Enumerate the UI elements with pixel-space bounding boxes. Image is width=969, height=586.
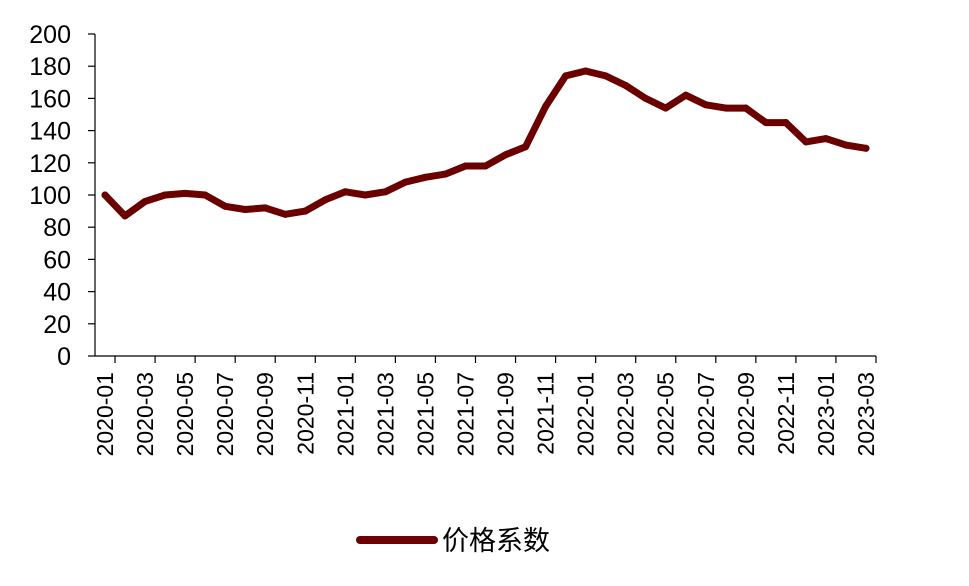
y-tick-label: 160: [29, 85, 71, 113]
data-point: [662, 104, 670, 112]
y-tick-label: 120: [29, 150, 71, 178]
data-point: [722, 104, 730, 112]
y-tick-label: 100: [29, 182, 71, 210]
plot-area: [101, 67, 870, 220]
data-point: [522, 143, 530, 151]
data-point: [802, 138, 810, 146]
y-tick-label: 0: [57, 343, 71, 371]
data-point: [782, 119, 790, 127]
x-tick-label: 2023-01: [813, 372, 839, 456]
y-tick-label: 200: [29, 21, 71, 49]
x-tick-label: 2020-03: [132, 372, 158, 456]
data-point: [822, 135, 830, 143]
data-point: [301, 207, 309, 215]
x-tick-label: 2022-11: [773, 372, 799, 455]
data-point: [161, 191, 169, 199]
data-point: [361, 191, 369, 199]
data-point: [862, 144, 870, 152]
legend-label: 价格系数: [442, 526, 550, 557]
y-tick-label: 140: [29, 118, 71, 146]
x-tick-label: 2020-07: [212, 372, 238, 456]
data-point: [441, 170, 449, 178]
x-tick-label: 2021-07: [452, 372, 478, 456]
data-point: [742, 104, 750, 112]
data-point: [562, 72, 570, 80]
y-tick-label: 60: [43, 246, 71, 274]
data-point: [181, 189, 189, 197]
y-tick-label: 80: [43, 214, 71, 242]
data-point: [542, 102, 550, 110]
x-tick-label: 2022-07: [693, 372, 719, 456]
data-point: [201, 191, 209, 199]
x-tick-label: 2020-11: [292, 372, 318, 455]
data-point: [401, 178, 409, 186]
x-tick-label: 2022-01: [573, 372, 599, 456]
x-tick-label: 2023-03: [853, 372, 879, 456]
x-tick-label: 2021-05: [412, 372, 438, 456]
x-tick-label: 2021-09: [493, 372, 519, 456]
data-point: [702, 101, 710, 109]
data-point: [582, 67, 590, 75]
x-tick-label: 2022-09: [733, 372, 759, 456]
data-point: [482, 162, 489, 170]
data-point: [642, 94, 650, 102]
x-axis: 2020-01 2020-03 2020-05 2020-07 2020-09 2020-…: [92, 355, 879, 456]
data-point: [121, 212, 129, 220]
y-tick-label: 40: [43, 279, 71, 307]
legend: 价格系数: [356, 526, 550, 557]
data-point: [381, 188, 389, 196]
data-point: [421, 173, 429, 181]
data-point: [241, 205, 249, 213]
y-axis: 0 20 40 60 80 100 120 140 160 180 200: [29, 21, 96, 371]
y-tick-label: 20: [43, 311, 71, 339]
data-point: [842, 141, 850, 149]
x-tick-label: 2022-05: [653, 372, 679, 456]
x-tick-label: 2022-03: [613, 372, 639, 456]
data-point: [101, 191, 109, 199]
data-point: [321, 196, 329, 204]
data-point: [622, 82, 630, 90]
x-tick-label: 2020-05: [172, 372, 198, 456]
data-point: [141, 197, 149, 205]
x-tick-label: 2021-11: [533, 372, 559, 455]
data-point: [602, 72, 610, 80]
series-line: [101, 67, 870, 220]
data-point: [261, 204, 269, 212]
y-tick-label: 180: [29, 53, 71, 81]
data-point: [281, 210, 289, 218]
x-tick-label: 2020-01: [92, 372, 118, 456]
x-tick-label: 2021-01: [332, 372, 358, 456]
data-point: [341, 188, 349, 196]
x-tick-label: 2021-03: [372, 372, 398, 456]
data-point: [221, 202, 229, 210]
data-point: [502, 151, 510, 159]
data-point: [762, 119, 770, 127]
x-tick-label: 2020-09: [252, 372, 278, 456]
data-point: [682, 91, 690, 99]
data-point: [461, 162, 469, 170]
